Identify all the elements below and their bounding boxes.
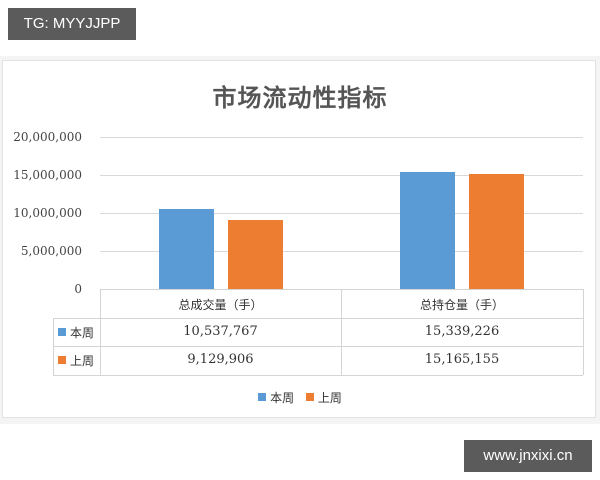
table-border [53,375,583,376]
legend-swatch-orange [58,356,66,364]
bar-last-week-open-interest [469,174,524,289]
legend-item-this-week: 本周 [258,389,294,406]
legend-swatch-blue [258,393,267,401]
gridline [100,137,583,138]
legend-label: 本周 [270,391,295,405]
legend-swatch-orange [305,393,314,401]
bar-this-week-volume [159,209,214,289]
table-cell: 9,129,906 [187,352,254,367]
legend-swatch-blue [58,328,66,336]
table-row-label-last-week: 上周 [58,352,94,369]
legend-label: 上周 [317,391,342,405]
bar-last-week-volume [228,220,283,289]
table-border [53,318,54,375]
y-tick-20m: 20,000,000 [13,130,82,144]
y-tick-0: 0 [74,282,82,296]
bar-this-week-open-interest [400,172,455,289]
table-border [341,289,342,375]
gridline [100,213,583,214]
table-border [53,346,583,347]
table-row-label-this-week: 本周 [58,324,94,341]
table-cell: 10,537,767 [183,324,258,339]
row-label-text: 上周 [70,354,95,368]
table-border [100,289,101,375]
watermark-tg: TG: MYYJJPP [8,8,136,40]
y-tick-5m: 5,000,000 [20,244,82,258]
row-label-text: 本周 [70,326,95,340]
legend-item-last-week: 上周 [305,389,342,406]
table-cell: 15,165,155 [424,352,500,367]
gridline [100,251,583,252]
y-tick-10m: 10,000,000 [13,206,82,220]
table-cell: 15,339,226 [424,324,500,339]
gridline [100,175,583,176]
table-border [53,318,583,319]
table-header-volume: 总成交量（手） [178,298,263,312]
table-header-open-interest: 总持仓量（手） [419,298,504,312]
y-tick-15m: 15,000,000 [13,168,82,182]
chart-legend: 本周 上周 [0,389,600,406]
table-border [583,289,584,375]
chart-title: 市场流动性指标 [212,83,388,112]
watermark-url: www.jnxixi.cn [464,440,592,472]
